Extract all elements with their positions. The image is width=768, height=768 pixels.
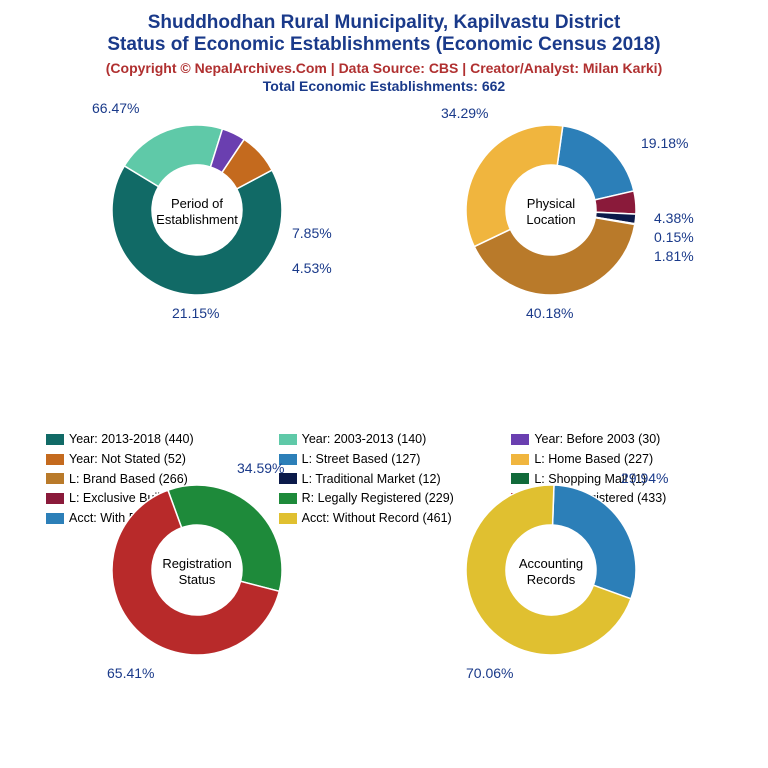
chart-accounting: AccountingRecords 29.94% 70.06% bbox=[416, 460, 706, 690]
legend-item: Year: 2013-2018 (440) bbox=[46, 430, 273, 449]
legend-swatch bbox=[279, 434, 297, 445]
pct-label: 1.81% bbox=[654, 248, 694, 264]
pct-label: 65.41% bbox=[107, 665, 154, 681]
pct-label: 19.18% bbox=[641, 135, 688, 151]
pct-label: 70.06% bbox=[466, 665, 513, 681]
legend-swatch bbox=[511, 434, 529, 445]
legend-swatch bbox=[46, 434, 64, 445]
pct-label: 34.59% bbox=[237, 460, 284, 476]
pct-label: 40.18% bbox=[526, 305, 573, 321]
pct-label: 4.38% bbox=[654, 210, 694, 226]
legend-item: Year: Before 2003 (30) bbox=[511, 430, 738, 449]
chart-center-label: RegistrationStatus bbox=[147, 556, 247, 587]
donut-slice bbox=[112, 166, 282, 295]
chart-center-label: Period ofEstablishment bbox=[147, 196, 247, 227]
chart-center-label: AccountingRecords bbox=[501, 556, 601, 587]
chart-row-top: Period ofEstablishment 66.47% 21.15% 4.53% 7… bbox=[0, 100, 768, 330]
total-line: Total Economic Establishments: 662 bbox=[10, 78, 758, 94]
header: Shuddhodhan Rural Municipality, Kapilvas… bbox=[0, 0, 768, 98]
chart-location: PhysicalLocation 19.18% 4.38% 1.81% 0.15% 40.… bbox=[416, 100, 706, 330]
donut-slice bbox=[557, 126, 634, 200]
pct-label: 4.53% bbox=[292, 260, 332, 276]
charts-area: Period ofEstablishment 66.47% 21.15% 4.53% 7… bbox=[0, 100, 768, 690]
pct-label: 21.15% bbox=[172, 305, 219, 321]
pct-label: 7.85% bbox=[292, 225, 332, 241]
chart-center-label: PhysicalLocation bbox=[501, 196, 601, 227]
legend-label: Year: Before 2003 (30) bbox=[534, 430, 660, 449]
title-line-2: Status of Economic Establishments (Econo… bbox=[10, 34, 758, 56]
copyright-line: (Copyright © NepalArchives.Com | Data So… bbox=[10, 60, 758, 76]
legend-label: Year: 2013-2018 (440) bbox=[69, 430, 194, 449]
title-line-1: Shuddhodhan Rural Municipality, Kapilvas… bbox=[10, 12, 758, 34]
pct-label: 66.47% bbox=[92, 100, 139, 116]
donut-slice bbox=[466, 125, 563, 247]
chart-period: Period ofEstablishment 66.47% 21.15% 4.53% 7… bbox=[62, 100, 352, 330]
pct-label: 29.94% bbox=[621, 470, 668, 486]
chart-registration: RegistrationStatus 34.59% 65.41% bbox=[62, 460, 352, 690]
pct-label: 34.29% bbox=[441, 105, 488, 121]
legend-item: Year: 2003-2013 (140) bbox=[279, 430, 506, 449]
legend-label: Year: 2003-2013 (140) bbox=[302, 430, 427, 449]
pct-label: 0.15% bbox=[654, 229, 694, 245]
